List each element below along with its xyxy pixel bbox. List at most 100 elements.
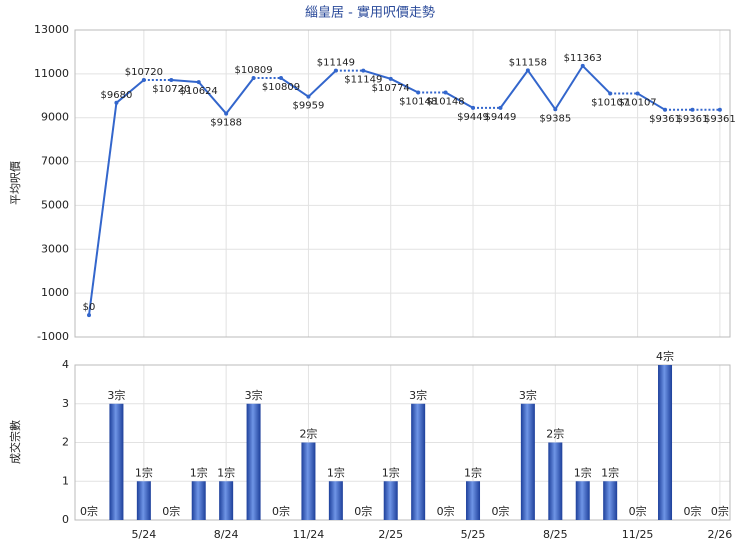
line-segment [582,65,611,95]
point [608,91,613,96]
data-label: $10148 [426,97,464,108]
data-label: 1宗 [327,465,345,479]
data-label: $10809 [262,82,300,93]
y-tick-label: 1 [62,474,69,487]
data-label: $11158 [509,57,547,68]
y-tick-label: 7000 [41,155,69,168]
y-axis-label: 成交宗數 [8,420,22,464]
point [416,90,421,95]
line-segment [171,79,199,84]
data-label: $9959 [293,101,325,112]
line-segment [307,69,337,98]
point [443,90,448,95]
data-label: $0 [83,302,96,313]
y-tick-label: 13000 [34,23,69,36]
data-label: 1宗 [574,465,592,479]
y-tick-label: 0 [62,513,69,526]
y-tick-label: 1000 [41,286,69,299]
bar [246,403,261,520]
data-label: $9449 [457,112,489,123]
bar [658,365,673,520]
bar [466,481,481,520]
point [553,107,558,112]
line-segment [499,69,529,109]
x-tick-label: 11/25 [622,528,654,541]
point [635,91,640,96]
point [279,76,284,81]
data-label: $10720 [152,84,190,95]
x-tick-label: 5/24 [132,528,157,541]
line-segment [363,69,392,80]
bar [603,481,618,520]
x-tick-label: 5/25 [461,528,486,541]
bar [548,442,563,520]
line-segment [225,77,255,115]
point [141,77,146,82]
point [224,111,229,116]
data-label: 0宗 [711,504,729,518]
data-label: 0宗 [80,504,98,518]
point [717,107,722,112]
data-label: $9361 [677,114,709,125]
bar [575,481,590,520]
point [361,68,366,73]
data-label: 3宗 [107,388,125,402]
y-tick-label: 4 [62,358,69,371]
bar [136,481,151,520]
y-tick-label: 11000 [34,67,69,80]
y-tick-label: -1000 [37,330,69,343]
line-segment [280,77,310,98]
point [87,313,91,318]
y-tick-label: 9000 [41,111,69,124]
point [690,107,695,112]
point [498,105,503,110]
bar [411,403,426,520]
data-label: 0宗 [272,504,290,518]
plot-frame [74,364,731,521]
line-segment [197,81,227,115]
data-label: $10107 [591,97,629,108]
x-tick-label: 8/25 [543,528,568,541]
data-label: 2宗 [546,427,564,441]
data-label: 3宗 [409,388,427,402]
data-label: $10720 [125,67,163,78]
data-label: 1宗 [601,465,619,479]
point [525,68,530,73]
data-label: $11149 [317,58,355,69]
data-label: 0宗 [354,504,372,518]
data-label: 0宗 [437,504,455,518]
point [580,63,585,68]
data-label: 1宗 [190,465,208,479]
data-label: 0宗 [683,504,701,518]
plot-frame [74,29,731,338]
bar [383,481,398,520]
x-tick-label: 8/24 [214,528,239,541]
data-label: $9188 [210,118,242,129]
bar [109,403,124,520]
point [251,76,256,81]
point [196,80,201,85]
bar [191,481,206,520]
data-label: $9385 [539,113,571,124]
line-segment [554,65,584,110]
data-label: $9361 [649,114,681,125]
data-label: $10624 [180,86,218,97]
data-label: 3宗 [245,388,263,402]
data-label: 0宗 [629,504,647,518]
data-label: $11363 [564,53,602,64]
x-tick-label: 11/24 [293,528,325,541]
y-tick-label: 2 [62,436,69,449]
data-label: 1宗 [382,465,400,479]
data-label: $10107 [619,97,657,108]
y-tick-label: 3000 [41,242,69,255]
line-segment [527,69,557,110]
data-label: $11149 [344,75,382,86]
bar [301,442,316,520]
line-segment [88,102,118,316]
point [114,100,119,105]
data-label: 4宗 [656,349,674,363]
y-tick-label: 5000 [41,198,69,211]
line-segment [390,77,419,94]
point [333,68,338,73]
